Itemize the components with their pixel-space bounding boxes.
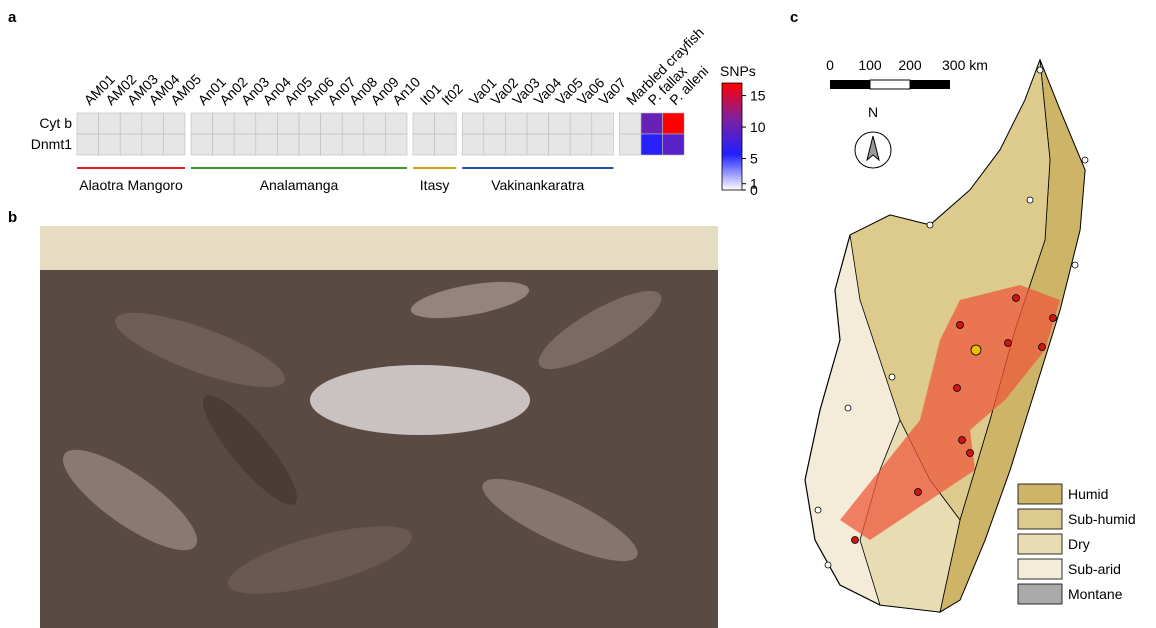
heatmap-cell — [77, 134, 99, 155]
row-label: Dnmt1 — [31, 136, 72, 152]
heatmap-cell — [641, 113, 663, 134]
heatmap-cell — [163, 113, 185, 134]
heatmap-cell — [592, 113, 614, 134]
panel-label: a — [8, 9, 17, 26]
colorbar-tick-label: 15 — [750, 88, 766, 104]
heatmap-cell — [99, 113, 121, 134]
heatmap-cell — [321, 113, 343, 134]
legend-swatch — [1018, 534, 1062, 554]
heatmap-cell — [663, 113, 685, 134]
heatmap-cell — [191, 113, 213, 134]
heatmap-cell — [505, 113, 527, 134]
heatmap-cell — [462, 134, 484, 155]
group-label: Vakinankaratra — [491, 177, 584, 193]
legend-label: Dry — [1068, 536, 1090, 552]
heatmap-cell — [435, 113, 457, 134]
heatmap-cell — [435, 134, 457, 155]
panel-label: c — [790, 9, 798, 26]
heatmap-cell — [142, 113, 164, 134]
heatmap-cell — [342, 134, 364, 155]
heatmap-cell — [484, 113, 506, 134]
heatmap-cell — [163, 134, 185, 155]
scale-label: 100 — [858, 57, 882, 73]
heatmap-cell — [213, 134, 235, 155]
colorbar-tick-label: 1 — [750, 176, 758, 192]
legend-swatch — [1018, 509, 1062, 529]
heatmap-cell — [120, 134, 142, 155]
legend-swatch — [1018, 484, 1062, 504]
heatmap-cell — [256, 113, 278, 134]
colorbar — [722, 83, 742, 190]
panel-label: b — [8, 209, 17, 226]
scale-label: 0 — [826, 57, 834, 73]
heatmap-cell — [527, 113, 549, 134]
heatmap-cell — [191, 134, 213, 155]
heatmap-cell — [385, 113, 407, 134]
heatmap-cell — [385, 134, 407, 155]
heatmap-cell — [321, 134, 343, 155]
heatmap-cell — [364, 134, 386, 155]
heatmap-cell — [213, 113, 235, 134]
heatmap-cell — [99, 134, 121, 155]
scale-label: 200 — [898, 57, 922, 73]
heatmap-cell — [592, 134, 614, 155]
heatmap-cell — [570, 134, 592, 155]
heatmap-cell — [505, 134, 527, 155]
heatmap-cell — [142, 134, 164, 155]
heatmap-cell — [277, 134, 299, 155]
colorbar-tick-label: 10 — [750, 119, 766, 135]
legend-swatch — [1018, 584, 1062, 604]
legend-swatch — [1018, 559, 1062, 579]
heatmap-cell — [77, 113, 99, 134]
colorbar-label: SNPs — [720, 63, 756, 79]
legend-label: Montane — [1068, 586, 1123, 602]
heatmap-cell — [549, 113, 571, 134]
legend-label: Humid — [1068, 486, 1108, 502]
group-label: Alaotra Mangoro — [79, 177, 183, 193]
heatmap-cell — [527, 134, 549, 155]
north-label: N — [868, 104, 878, 120]
figure: a b c — [0, 0, 1156, 628]
heatmap-cell — [462, 113, 484, 134]
scale-label: 300 km — [942, 57, 988, 73]
heatmap-cell — [413, 134, 435, 155]
heatmap-cell — [299, 134, 321, 155]
heatmap-cell — [619, 134, 641, 155]
heatmap-cell — [484, 134, 506, 155]
heatmap-cell — [549, 134, 571, 155]
heatmap-cell — [641, 134, 663, 155]
heatmap-cell — [299, 113, 321, 134]
heatmap-cell — [234, 113, 256, 134]
heatmap-cell — [619, 113, 641, 134]
photo — [40, 226, 718, 628]
heatmap-cell — [120, 113, 142, 134]
heatmap-cell — [277, 113, 299, 134]
colorbar-tick-label: 5 — [750, 151, 758, 167]
heatmap-cell — [256, 134, 278, 155]
heatmap-cell — [342, 113, 364, 134]
heatmap-cell — [570, 113, 592, 134]
heatmap-cell — [364, 113, 386, 134]
column-label: It02 — [438, 80, 466, 108]
heatmap-cell — [234, 134, 256, 155]
heatmap-cell — [663, 134, 685, 155]
group-label: Itasy — [420, 177, 450, 193]
legend-label: Sub-arid — [1068, 561, 1121, 577]
group-label: Analamanga — [260, 177, 339, 193]
legend-label: Sub-humid — [1068, 511, 1136, 527]
heatmap-cell — [413, 113, 435, 134]
row-label: Cyt b — [39, 115, 72, 131]
